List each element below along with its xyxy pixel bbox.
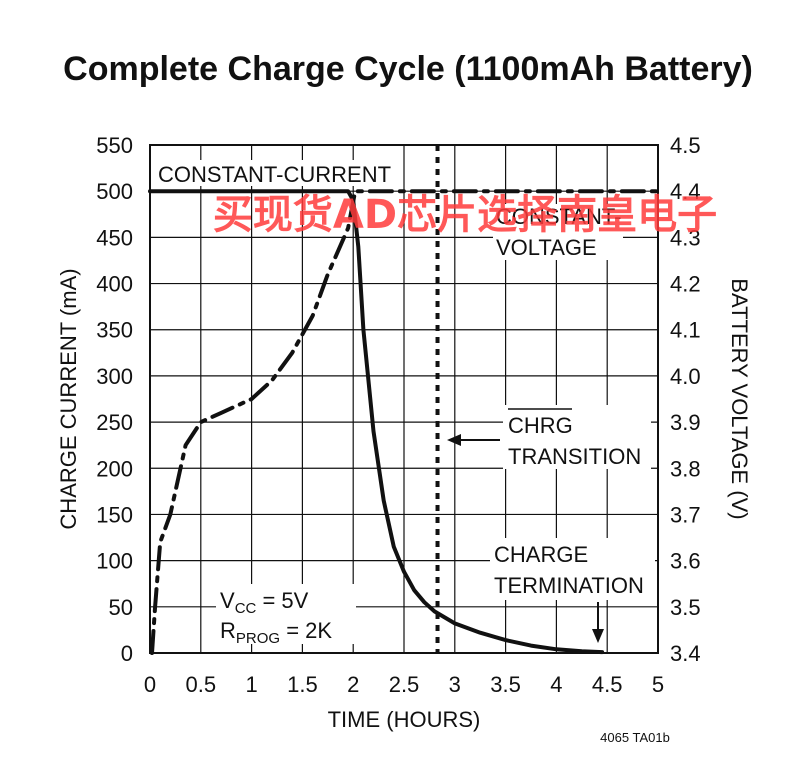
y-right-tick-3: 3.7 bbox=[670, 502, 701, 527]
x-axis-label: TIME (HOURS) bbox=[328, 707, 481, 732]
chrg-label-1: CHRG bbox=[508, 413, 573, 438]
x-tick-5: 2.5 bbox=[389, 672, 420, 697]
x-tick-labels: 0 0.5 1 1.5 2 2.5 3 3.5 4 4.5 5 bbox=[144, 672, 664, 697]
y-right-tick-5: 3.9 bbox=[670, 410, 701, 435]
y-right-tick-10: 4.4 bbox=[670, 179, 701, 204]
y-right-tick-0: 3.4 bbox=[670, 641, 701, 666]
charge-current-line bbox=[148, 189, 605, 655]
termination-label-1: CHARGE bbox=[494, 542, 588, 567]
y-left-tick-labels: 0 50 100 150 200 250 300 350 400 450 500 550 bbox=[96, 133, 133, 666]
x-tick-10: 5 bbox=[652, 672, 664, 697]
y-left-tick-3: 150 bbox=[96, 502, 133, 527]
termination-arrow-head bbox=[592, 629, 604, 643]
y-right-tick-1: 3.5 bbox=[670, 595, 701, 620]
y-right-tick-8: 4.2 bbox=[670, 272, 701, 297]
rprog-label: RPROG = 2K bbox=[220, 618, 332, 647]
x-tick-3: 1.5 bbox=[287, 672, 318, 697]
series bbox=[148, 145, 660, 655]
y-right-tick-6: 4.0 bbox=[670, 364, 701, 389]
rprog-symbol: R bbox=[220, 618, 236, 643]
rprog-value: = 2K bbox=[280, 618, 332, 643]
y-left-tick-10: 500 bbox=[96, 179, 133, 204]
constant-current-label-bg bbox=[154, 160, 399, 186]
constant-voltage-label-bg bbox=[493, 204, 623, 260]
y-left-tick-9: 450 bbox=[96, 225, 133, 250]
y-right-tick-4: 3.8 bbox=[670, 456, 701, 481]
y-left-tick-11: 550 bbox=[96, 133, 133, 158]
x-tick-6: 3 bbox=[449, 672, 461, 697]
y-right-tick-2: 3.6 bbox=[670, 549, 701, 574]
y-left-tick-7: 350 bbox=[96, 318, 133, 343]
constant-current-label: CONSTANT-CURRENT bbox=[158, 162, 391, 187]
constant-voltage-label-1: CONSTANT- bbox=[496, 204, 621, 229]
vcc-subscript: CC bbox=[235, 600, 257, 617]
y-left-tick-0: 0 bbox=[121, 641, 133, 666]
plot-frame bbox=[149, 144, 659, 654]
x-tick-0: 0 bbox=[144, 672, 156, 697]
y-left-tick-5: 250 bbox=[96, 410, 133, 435]
chrg-label-bg bbox=[503, 405, 651, 469]
y-right-axis-label: BATTERY VOLTAGE (V) bbox=[727, 278, 752, 519]
y-right-tick-labels: 3.4 3.5 3.6 3.7 3.8 3.9 4.0 4.1 4.2 4.3 4.4 4.5 bbox=[670, 133, 701, 666]
chart-title: Complete Charge Cycle (1100mAh Battery) bbox=[63, 50, 753, 88]
rprog-subscript: PROG bbox=[236, 630, 280, 647]
x-tick-8: 4 bbox=[550, 672, 562, 697]
x-tick-2: 1 bbox=[245, 672, 257, 697]
vcc-value: = 5V bbox=[256, 588, 308, 613]
battery-voltage-line bbox=[150, 189, 660, 655]
chrg-label-2: TRANSITION bbox=[508, 444, 641, 469]
figure-footnote: 4065 TA01b bbox=[600, 730, 670, 745]
y-right-tick-11: 4.5 bbox=[670, 133, 701, 158]
watermark-text: 买现货AD芯片选择南皇电子 bbox=[213, 192, 717, 238]
x-tick-1: 0.5 bbox=[186, 672, 217, 697]
constant-voltage-label-2: VOLTAGE bbox=[496, 235, 597, 260]
y-right-tick-7: 4.1 bbox=[670, 318, 701, 343]
y-left-tick-4: 200 bbox=[96, 456, 133, 481]
x-tick-7: 3.5 bbox=[490, 672, 521, 697]
chrg-arrow-head bbox=[447, 434, 461, 446]
conditions-label-bg bbox=[216, 584, 356, 644]
y-left-tick-2: 100 bbox=[96, 549, 133, 574]
y-left-tick-1: 50 bbox=[109, 595, 133, 620]
y-left-tick-6: 300 bbox=[96, 364, 133, 389]
termination-label-2: TERMINATION bbox=[494, 573, 644, 598]
y-right-tick-9: 4.3 bbox=[670, 225, 701, 250]
y-left-axis-label: CHARGE CURRENT (mA) bbox=[56, 268, 81, 529]
y-left-tick-8: 400 bbox=[96, 272, 133, 297]
x-tick-4: 2 bbox=[347, 672, 359, 697]
vcc-symbol: V bbox=[220, 588, 235, 613]
vcc-label: VCC = 5V bbox=[220, 588, 309, 617]
termination-label-bg bbox=[490, 538, 655, 600]
x-tick-9: 4.5 bbox=[592, 672, 623, 697]
